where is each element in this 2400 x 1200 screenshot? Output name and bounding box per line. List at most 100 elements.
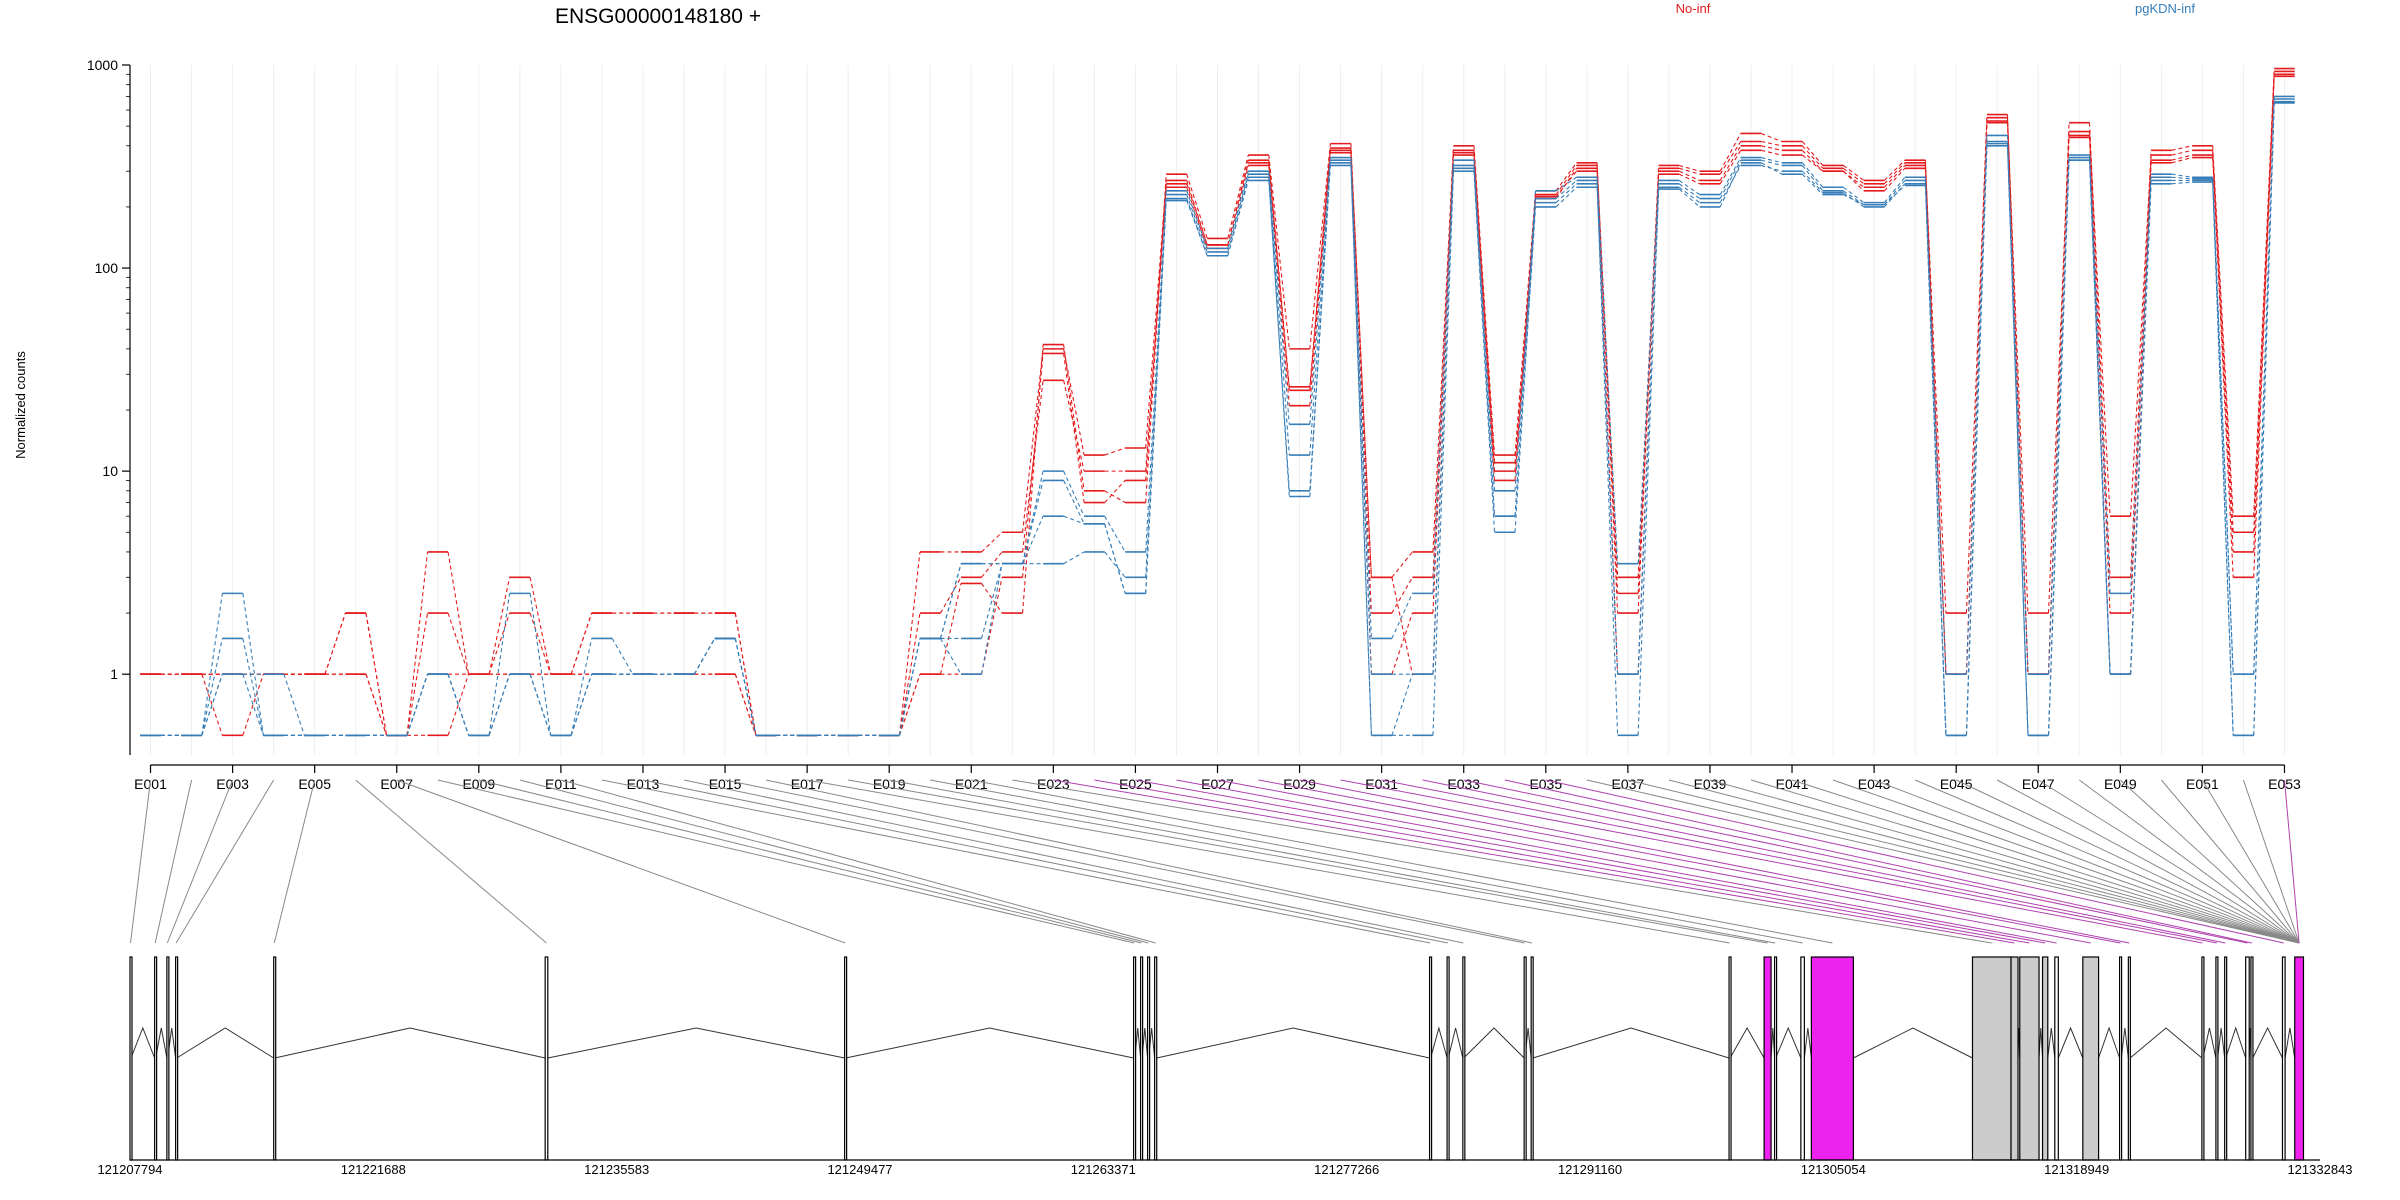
x-tick-label: E021 xyxy=(955,776,988,792)
exon-link-segment xyxy=(406,674,429,736)
exon-link-segment xyxy=(1309,147,1331,387)
exon-connector xyxy=(1258,779,2121,944)
exon-connector xyxy=(889,779,1776,944)
exon-link-segment xyxy=(2089,131,2111,517)
exon-link-segment xyxy=(981,531,1003,553)
exon-link-segment xyxy=(406,551,429,736)
exon-link-segment xyxy=(1637,187,1660,736)
gene-model xyxy=(129,956,2305,1161)
y-axis-label: Normalized counts xyxy=(13,351,28,459)
exon-box xyxy=(1154,956,1158,1161)
exon-link-segment xyxy=(1842,170,1865,188)
exon-connector xyxy=(683,779,1464,944)
legend-pgkdn-inf: pgKDN-inf xyxy=(2135,1,2195,16)
exon-link-segment xyxy=(1350,157,1372,639)
exon-connector xyxy=(724,779,1525,944)
exon-link-segment xyxy=(2006,143,2029,736)
exon-link-segment xyxy=(1843,165,1865,181)
exon-connector xyxy=(175,779,275,944)
exon-link-segment xyxy=(2089,160,2111,675)
intron-line xyxy=(1430,1026,1448,1059)
exon-link-segment xyxy=(1678,170,1700,181)
x-tick-label: E049 xyxy=(2104,776,2137,792)
exon-link-segment xyxy=(2171,145,2193,151)
exon-link-segment xyxy=(1022,515,1044,564)
exon-link-segment xyxy=(1104,480,1126,503)
exon-link-segment xyxy=(1063,380,1085,472)
exon-connector xyxy=(601,779,1431,944)
exon-link-segment xyxy=(1186,174,1208,239)
exon-link-segment xyxy=(1719,157,1742,195)
exon-link-segment xyxy=(1063,551,1085,565)
exon-link-segment xyxy=(529,577,552,675)
exon-link-segment xyxy=(1924,185,1947,736)
exon-link-segment xyxy=(1145,190,1167,552)
exon-link-segment xyxy=(734,674,757,736)
exon-connector xyxy=(642,779,1448,944)
exon-link-segment xyxy=(1761,132,1782,143)
exon-link-segment xyxy=(1678,186,1701,204)
x-tick-label: E013 xyxy=(627,776,660,792)
exon-link-segment xyxy=(2253,102,2275,736)
exon-connector xyxy=(1340,779,2203,944)
exon-link-segment xyxy=(1186,190,1208,249)
exon-connector xyxy=(2037,779,2300,944)
exon-link-segment xyxy=(1761,164,1782,172)
exon-connector xyxy=(166,779,234,944)
x-tick-label: E039 xyxy=(1694,776,1727,792)
x-tick-label: E011 xyxy=(545,776,577,792)
exon-link-segment xyxy=(1883,176,1906,203)
exon-link-segment xyxy=(1145,187,1167,472)
exon-link-segment xyxy=(1801,154,1824,172)
exon-link-segment xyxy=(1679,167,1700,175)
exon-link-segment xyxy=(570,612,593,675)
exon-link-segment xyxy=(1350,148,1372,578)
exon-link-segment xyxy=(1227,180,1249,256)
exon-link-segment xyxy=(898,612,921,736)
exon-link-segment xyxy=(1063,348,1085,456)
exon-link-segment xyxy=(1883,165,1906,188)
exon-connector xyxy=(1422,779,2226,944)
exon-link-segment xyxy=(1965,117,1988,614)
exon-link-segment xyxy=(1555,186,1577,208)
exon-link-segment xyxy=(1432,152,1455,578)
exon-link-segment xyxy=(1473,155,1496,481)
genomic-tick-label: 121318949 xyxy=(2044,1162,2109,1177)
exon-link-segment xyxy=(447,551,470,675)
series-lines xyxy=(140,67,2295,737)
exon-link-segment xyxy=(1227,177,1249,256)
exon-connector xyxy=(560,779,1156,944)
exon-link-segment xyxy=(529,593,552,736)
exon-link-segment xyxy=(1596,162,1619,614)
exon-box xyxy=(166,956,170,1161)
exon-link-segment xyxy=(1145,183,1167,481)
exon-box xyxy=(2224,956,2228,1161)
exon-link-segment xyxy=(201,674,223,736)
y-tick-label: 100 xyxy=(95,260,119,276)
genomic-tick-label: 121221688 xyxy=(341,1162,406,1177)
intron-line xyxy=(2057,1026,2084,1059)
exon-connector xyxy=(129,779,152,944)
exon-box xyxy=(2245,956,2250,1161)
exon-link-segment xyxy=(1883,162,1906,185)
exon-link-segment xyxy=(1637,189,1660,675)
exon-link-segment xyxy=(2171,157,2193,164)
exon-link-segment xyxy=(981,551,1003,578)
x-tick-label: E051 xyxy=(2186,776,2219,792)
exon-link-segment xyxy=(1719,141,1742,175)
exon-box xyxy=(1140,956,1144,1161)
exon-link-segment xyxy=(1309,160,1331,456)
exon-connector xyxy=(807,779,1730,944)
exon-connector xyxy=(1504,779,2252,944)
legend-no-inf: No-inf xyxy=(1676,1,1711,16)
x-tick-label: E035 xyxy=(1529,776,1562,792)
exon-link-segment xyxy=(1801,170,1824,194)
exon-link-segment xyxy=(1227,165,1249,249)
exon-link-segment xyxy=(2212,182,2234,736)
intron-line xyxy=(1853,1027,1973,1059)
exon-box xyxy=(1971,956,2012,1161)
exon-box xyxy=(1728,956,1732,1161)
exon-link-segment xyxy=(1309,143,1331,349)
intron-line xyxy=(2217,1027,2226,1059)
exon-link-segment xyxy=(1145,200,1167,594)
